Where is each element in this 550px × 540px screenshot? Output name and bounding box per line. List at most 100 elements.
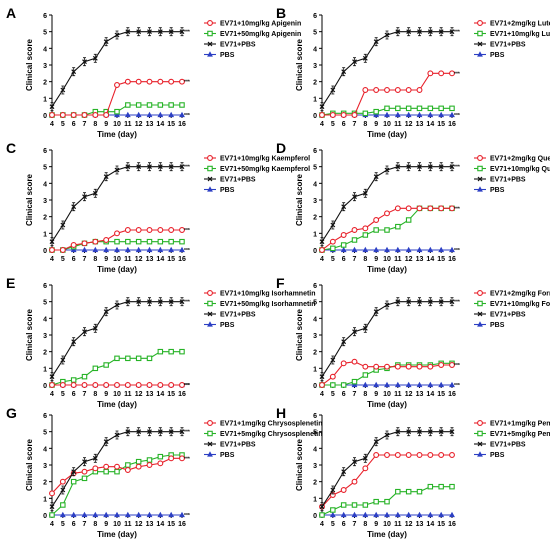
legend-label: PBS [490,452,505,459]
x-tick-label: 10 [113,121,121,128]
x-tick-label: 14 [156,121,164,128]
legend-label: EV71+2mg/kg Formononetin [490,291,550,298]
y-tick-label: 3 [43,333,47,340]
data-point [340,246,347,253]
data-point [427,299,433,305]
x-tick-label: 11 [394,256,402,263]
series-red [319,205,455,253]
data-point [449,381,455,388]
x-tick-label: 10 [113,391,121,398]
x-tick-label: 4 [50,521,54,528]
data-point [449,111,455,118]
series-blue [319,246,455,253]
x-tick-label: 14 [156,256,164,263]
data-point [168,455,175,462]
y-tick-label: 2 [313,480,317,487]
x-tick-label: 15 [437,121,445,128]
data-point [146,78,153,85]
data-point [438,164,444,170]
data-point [319,382,325,388]
data-point [179,111,185,118]
legend-label: PBS [490,322,505,329]
x-tick-label: 13 [416,391,424,398]
data-point [103,246,110,253]
y-tick-label: 6 [313,283,317,290]
data-point [179,78,185,85]
data-point [168,246,175,253]
x-tick-label: 15 [167,121,175,128]
x-tick-label: 6 [342,121,346,128]
data-point [373,111,380,118]
data-point [207,300,213,307]
data-point [147,29,152,35]
legend-label: EV71+10mg/kg Formononetin [490,301,550,308]
data-point [207,451,213,457]
data-point [179,164,185,170]
data-point [427,205,434,212]
y-axis-label: Clinical score [295,38,304,91]
data-point [340,382,347,388]
data-point [125,29,131,35]
series-black [49,297,185,382]
data-point [477,51,483,57]
data-point [59,382,66,388]
data-point [103,511,110,518]
data-point [71,69,77,75]
y-tick-label: 3 [313,198,317,205]
legend-label: EV71+PBS [490,442,526,449]
data-point [179,29,185,35]
data-point [330,382,336,388]
data-point [136,164,142,170]
series-green [319,483,455,518]
data-point [125,429,131,435]
series-black [319,27,455,112]
data-point [373,439,379,445]
data-point [92,55,98,61]
data-point [157,111,164,118]
x-tick-label: 6 [342,256,346,263]
data-point [60,222,66,228]
data-point [394,87,401,93]
data-point [384,363,390,370]
significance-mark: *** [184,228,190,234]
data-point [477,155,483,161]
data-point [114,355,120,362]
data-point [179,227,185,233]
data-point [417,164,422,170]
data-point [427,111,434,118]
x-tick-label: 14 [426,391,434,398]
x-tick-label: 13 [416,256,424,263]
data-point [70,382,77,388]
data-point [416,452,423,458]
data-point [70,242,77,248]
data-point [81,246,88,253]
x-tick-label: 10 [383,256,391,263]
x-tick-label: 6 [72,121,76,128]
data-point [406,29,412,35]
x-tick-label: 15 [437,391,445,398]
data-point [135,463,142,470]
series-green [49,452,185,518]
data-point [477,441,483,447]
data-point [125,102,131,108]
data-point [394,452,401,458]
legend-label: EV71+2mg/kg Quercetin [490,156,550,163]
y-axis-label: Clinical score [295,308,304,361]
data-point [125,164,131,170]
y-tick-label: 2 [313,350,317,357]
data-point [146,457,153,463]
x-tick-label: 14 [426,256,434,263]
data-point [438,29,444,35]
data-point [179,238,185,245]
x-tick-label: 7 [83,256,87,263]
data-point [329,511,336,518]
series-green [49,348,185,388]
data-point [351,511,358,518]
data-point [362,87,369,93]
data-point [146,227,153,233]
data-point [340,502,347,508]
x-axis-label: Time (day) [97,400,137,409]
x-tick-label: 5 [331,121,335,128]
